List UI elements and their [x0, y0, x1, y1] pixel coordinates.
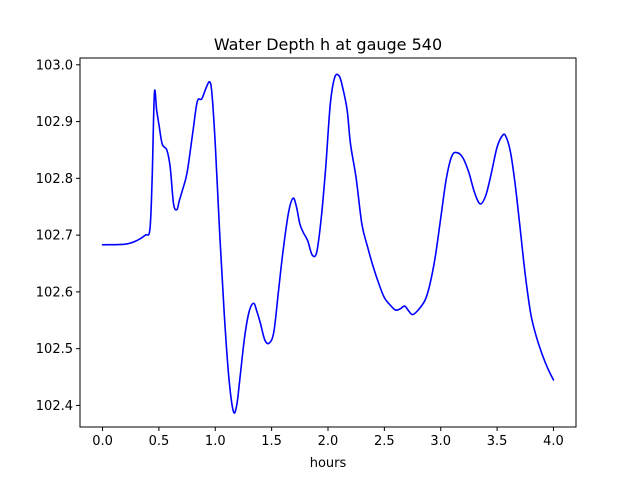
y-tick-label: 102.6	[36, 285, 73, 300]
x-tick-label: 1.0	[205, 434, 226, 449]
y-tick-label: 102.5	[36, 342, 73, 357]
y-axis-ticks: 102.4 102.5 102.6 102.7 102.8 102.9 103.0	[36, 58, 80, 414]
x-tick-label: 0.0	[92, 434, 113, 449]
chart-title: Water Depth h at gauge 540	[214, 35, 442, 54]
x-tick-label: 2.0	[318, 434, 339, 449]
x-tick-label: 0.5	[149, 434, 170, 449]
y-tick-label: 102.7	[36, 229, 73, 244]
x-tick-label: 1.5	[261, 434, 282, 449]
x-tick-label: 4.0	[543, 434, 564, 449]
y-tick-label: 102.4	[36, 399, 73, 414]
series-line-1	[101, 73, 555, 414]
y-tick-label: 102.9	[36, 115, 73, 130]
plot-area	[80, 58, 576, 427]
y-tick-label: 103.0	[36, 58, 73, 73]
x-tick-label: 2.5	[374, 434, 395, 449]
data-layer	[101, 73, 555, 414]
y-tick-label: 102.8	[36, 172, 73, 187]
x-axis-ticks: 0.0 0.5 1.0 1.5 2.0 2.5 3.0 3.5 4.0	[92, 427, 564, 449]
x-tick-label: 3.5	[487, 434, 508, 449]
x-axis-label: hours	[310, 456, 347, 471]
x-tick-label: 3.0	[430, 434, 451, 449]
